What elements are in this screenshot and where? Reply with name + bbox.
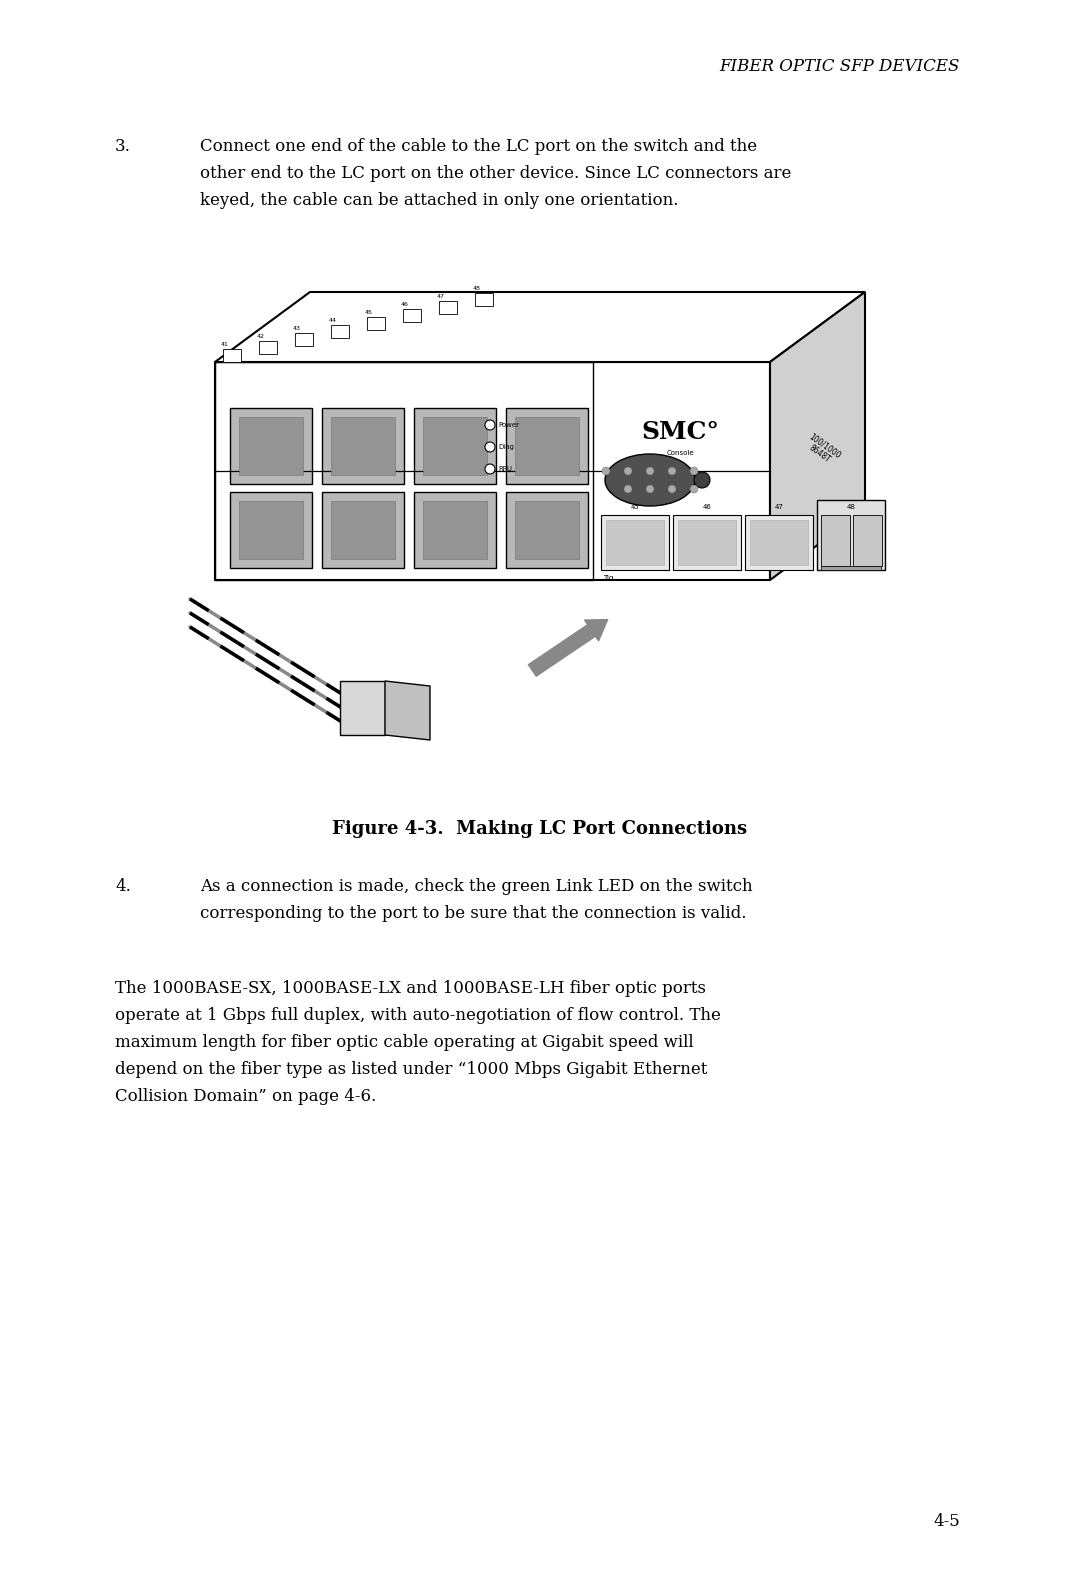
Text: Diag: Diag (498, 444, 514, 451)
Polygon shape (750, 520, 808, 565)
Text: 3.: 3. (114, 138, 131, 155)
Polygon shape (414, 408, 496, 484)
Polygon shape (330, 501, 395, 559)
Polygon shape (515, 501, 579, 559)
Text: keyed, the cable can be attached in only one orientation.: keyed, the cable can be attached in only… (200, 192, 678, 209)
Polygon shape (673, 515, 741, 570)
Polygon shape (230, 491, 312, 568)
Polygon shape (423, 418, 487, 476)
FancyArrowPatch shape (528, 620, 608, 677)
Text: RPU: RPU (498, 466, 512, 473)
Circle shape (669, 466, 676, 476)
Polygon shape (507, 491, 588, 568)
Text: 100/1000
8648T: 100/1000 8648T (801, 432, 842, 468)
Text: maximum length for fiber optic cable operating at Gigabit speed will: maximum length for fiber optic cable ope… (114, 1035, 693, 1050)
Polygon shape (222, 349, 241, 363)
Text: depend on the fiber type as listed under “1000 Mbps Gigabit Ethernet: depend on the fiber type as listed under… (114, 1061, 707, 1079)
Polygon shape (821, 515, 850, 567)
Polygon shape (330, 325, 349, 338)
Circle shape (485, 421, 495, 430)
Polygon shape (507, 408, 588, 484)
Polygon shape (322, 491, 404, 568)
Text: 46: 46 (401, 301, 409, 308)
Polygon shape (330, 418, 395, 476)
Polygon shape (438, 301, 457, 314)
Polygon shape (745, 515, 813, 570)
Circle shape (669, 485, 676, 493)
Polygon shape (295, 333, 313, 345)
Polygon shape (821, 567, 881, 570)
Text: other end to the LC port on the other device. Since LC connectors are: other end to the LC port on the other de… (200, 165, 792, 182)
Polygon shape (367, 317, 384, 330)
Text: Connect one end of the cable to the LC port on the switch and the: Connect one end of the cable to the LC p… (200, 138, 757, 155)
Circle shape (485, 465, 495, 474)
Text: 44: 44 (329, 319, 337, 323)
Text: corresponding to the port to be sure that the connection is valid.: corresponding to the port to be sure tha… (200, 904, 746, 922)
Polygon shape (403, 309, 421, 322)
Polygon shape (215, 363, 770, 579)
Text: 47: 47 (774, 504, 783, 510)
Circle shape (624, 466, 632, 476)
Circle shape (485, 443, 495, 452)
Polygon shape (423, 501, 487, 559)
Circle shape (690, 485, 698, 493)
Text: 42: 42 (257, 334, 265, 339)
Text: SMC°: SMC° (642, 421, 719, 444)
Polygon shape (239, 501, 303, 559)
Circle shape (646, 466, 654, 476)
Polygon shape (606, 520, 664, 565)
Circle shape (646, 485, 654, 493)
Polygon shape (475, 294, 492, 306)
Polygon shape (678, 520, 735, 565)
Text: Power: Power (498, 422, 519, 429)
Text: Figure 4-3.  Making LC Port Connections: Figure 4-3. Making LC Port Connections (333, 820, 747, 838)
Circle shape (624, 485, 632, 493)
Polygon shape (816, 499, 885, 570)
Circle shape (694, 473, 710, 488)
Text: 45: 45 (365, 309, 373, 316)
Circle shape (690, 466, 698, 476)
Polygon shape (414, 491, 496, 568)
Polygon shape (322, 408, 404, 484)
Text: Collision Domain” on page 4-6.: Collision Domain” on page 4-6. (114, 1088, 376, 1105)
Text: 48: 48 (847, 504, 855, 510)
Text: 43: 43 (293, 327, 301, 331)
Text: The 1000BASE-SX, 1000BASE-LX and 1000BASE-LH fiber optic ports: The 1000BASE-SX, 1000BASE-LX and 1000BAS… (114, 980, 706, 997)
Text: 45: 45 (631, 504, 639, 510)
Text: 46: 46 (703, 504, 712, 510)
Polygon shape (600, 515, 669, 570)
Polygon shape (770, 292, 865, 579)
Polygon shape (384, 681, 430, 739)
Polygon shape (259, 341, 276, 353)
Polygon shape (230, 408, 312, 484)
Text: 41: 41 (221, 342, 229, 347)
Polygon shape (215, 292, 865, 363)
Ellipse shape (605, 454, 696, 506)
Text: 4.: 4. (114, 878, 131, 895)
Polygon shape (340, 681, 384, 735)
Text: Console: Console (666, 451, 693, 455)
Text: 47: 47 (437, 294, 445, 298)
Circle shape (602, 466, 610, 476)
Text: 4-5: 4-5 (933, 1513, 960, 1531)
Text: operate at 1 Gbps full duplex, with auto-negotiation of flow control. The: operate at 1 Gbps full duplex, with auto… (114, 1006, 720, 1024)
Polygon shape (853, 515, 882, 567)
Text: 48: 48 (473, 286, 481, 290)
Text: Tig: Tig (603, 575, 613, 581)
Text: As a connection is made, check the green Link LED on the switch: As a connection is made, check the green… (200, 878, 753, 895)
Polygon shape (239, 418, 303, 476)
Text: FIBER OPTIC SFP DEVICES: FIBER OPTIC SFP DEVICES (719, 58, 960, 75)
Polygon shape (515, 418, 579, 476)
